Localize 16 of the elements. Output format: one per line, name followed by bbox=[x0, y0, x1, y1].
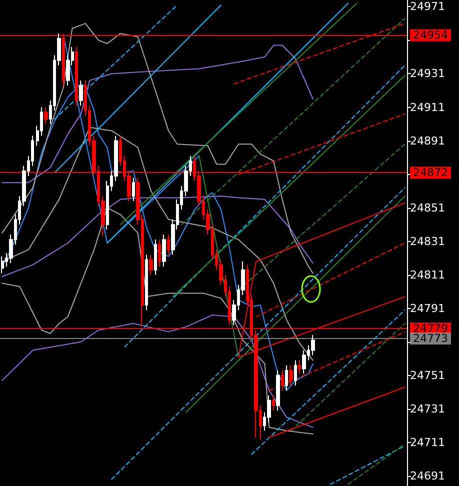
ref-line-label: 24773 bbox=[413, 332, 448, 346]
y-tick-label: 24831 bbox=[410, 234, 445, 248]
y-tick-label: 24731 bbox=[410, 402, 445, 416]
ref-line-label: 24954 bbox=[413, 28, 448, 42]
ref-line-label: 24872 bbox=[413, 166, 448, 180]
y-tick-label: 24971 bbox=[410, 0, 445, 14]
y-tick-label: 24851 bbox=[410, 201, 445, 214]
y-tick-label: 24711 bbox=[410, 436, 445, 449]
y-tick-label: 24891 bbox=[410, 134, 445, 148]
ref-line-label: 24779 bbox=[413, 322, 448, 335]
y-tick-label: 24791 bbox=[410, 302, 445, 315]
y-tick-label: 24751 bbox=[410, 368, 445, 382]
y-tick-label: 24911 bbox=[410, 100, 445, 114]
y-tick-label: 24931 bbox=[410, 67, 445, 80]
y-tick-label: 24691 bbox=[410, 469, 445, 482]
y-tick-label: 24811 bbox=[410, 268, 445, 282]
